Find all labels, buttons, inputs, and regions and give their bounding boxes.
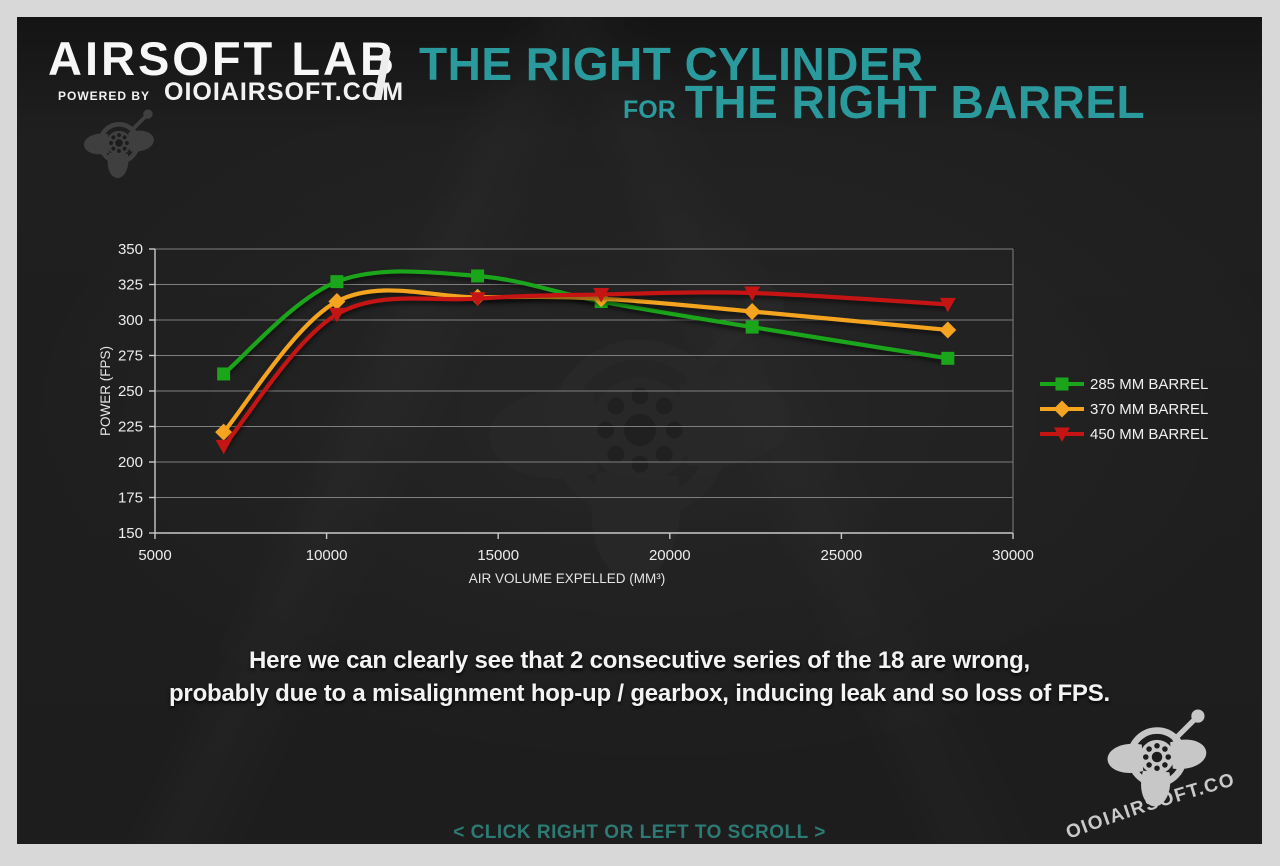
y-tick-label: 150 — [118, 525, 143, 542]
header-divider-slash: / — [373, 39, 392, 113]
series-285-mm-barrel — [217, 269, 955, 381]
y-tick-label: 275 — [118, 348, 143, 365]
data-point-285-mm-barrel-5 — [941, 351, 955, 365]
y-tick-label: 250 — [118, 383, 143, 400]
series-370-mm-barrel — [215, 288, 957, 441]
data-point-285-mm-barrel-4 — [745, 320, 759, 334]
legend-marker-450-mm-barrel — [1054, 427, 1070, 442]
y-tick-label: 225 — [118, 419, 143, 436]
data-point-370-mm-barrel-5 — [939, 321, 957, 339]
y-tick-label: 200 — [118, 454, 143, 471]
x-tick-label: 15000 — [477, 547, 519, 564]
title-for: FOR — [623, 96, 676, 124]
x-tick-label: 20000 — [649, 547, 691, 564]
legend-item-370-mm-barrel: 370 MM BARREL — [1040, 400, 1208, 418]
oioiairsoft-logo: OIOIAIRSOFT.COM — [1045, 699, 1236, 844]
data-point-285-mm-barrel-2 — [471, 269, 485, 283]
powered-by-label: POWERED BY — [58, 89, 151, 103]
x-tick-label: 25000 — [821, 547, 863, 564]
x-tick-label: 30000 — [992, 547, 1034, 564]
series-450-mm-barrel — [215, 286, 956, 455]
series-line-285-mm-barrel — [221, 269, 950, 377]
caption-line2: probably due to a misalignment hop-up / … — [168, 680, 1111, 707]
data-point-285-mm-barrel-0 — [217, 367, 231, 381]
legend-marker-370-mm-barrel — [1053, 400, 1071, 418]
title-line2: FOR THE RIGHT BARREL — [623, 79, 1145, 125]
y-tick-label: 325 — [118, 277, 143, 294]
data-point-450-mm-barrel-5 — [939, 297, 956, 313]
legend-marker-285-mm-barrel — [1055, 377, 1069, 391]
data-point-370-mm-barrel-1 — [328, 293, 346, 311]
data-point-450-mm-barrel-2 — [469, 292, 486, 307]
legend-label-370-mm-barrel: 370 MM BARREL — [1090, 401, 1208, 418]
legend-item-285-mm-barrel: 285 MM BARREL — [1040, 376, 1208, 393]
data-point-450-mm-barrel-1 — [328, 307, 345, 323]
y-axis-title: POWER (FPS) — [98, 346, 113, 436]
x-tick-label: 5000 — [138, 547, 171, 564]
brand-site-label: OIOIAIRSOFT.COM — [164, 78, 405, 106]
data-point-285-mm-barrel-1 — [330, 275, 344, 289]
fps-vs-air-volume-chart: 150 175 200 225 250 275 300 325 350 5000 10000 1500… — [98, 241, 1208, 586]
x-axis-title: AIR VOLUME EXPELLED (MM³) — [469, 571, 666, 586]
y-tick-label: 350 — [118, 241, 143, 258]
data-point-370-mm-barrel-0 — [215, 423, 233, 441]
legend-item-450-mm-barrel: 450 MM BARREL — [1040, 426, 1208, 443]
title-line2-main: THE RIGHT BARREL — [684, 76, 1146, 128]
legend-label-285-mm-barrel: 285 MM BARREL — [1090, 376, 1208, 393]
brand-title: AIRSOFT LAB — [48, 32, 397, 85]
data-point-370-mm-barrel-4 — [743, 302, 761, 320]
content-panel: AIRSOFT LAB POWERED BY OIOIAIRSOFT.COM /… — [17, 17, 1262, 844]
data-point-450-mm-barrel-3 — [593, 287, 610, 303]
powered-by-row: POWERED BY OIOIAIRSOFT.COM — [58, 78, 404, 107]
scroll-navigation-hint[interactable]: < CLICK RIGHT OR LEFT TO SCROLL > — [453, 822, 826, 843]
y-tick-label: 175 — [118, 490, 143, 507]
data-point-450-mm-barrel-0 — [215, 439, 232, 455]
series-line-450-mm-barrel — [221, 290, 950, 449]
title-line1: THE RIGHT CYLINDER — [419, 38, 924, 90]
caption-line1: Here we can clearly see that 2 consecuti… — [248, 647, 1031, 674]
analysis-caption: Here we can clearly see that 2 consecuti… — [17, 644, 1262, 710]
legend-label-450-mm-barrel: 450 MM BARREL — [1090, 426, 1208, 443]
x-tick-label: 10000 — [306, 547, 348, 564]
data-point-450-mm-barrel-4 — [744, 286, 761, 302]
y-tick-label: 300 — [118, 312, 143, 329]
